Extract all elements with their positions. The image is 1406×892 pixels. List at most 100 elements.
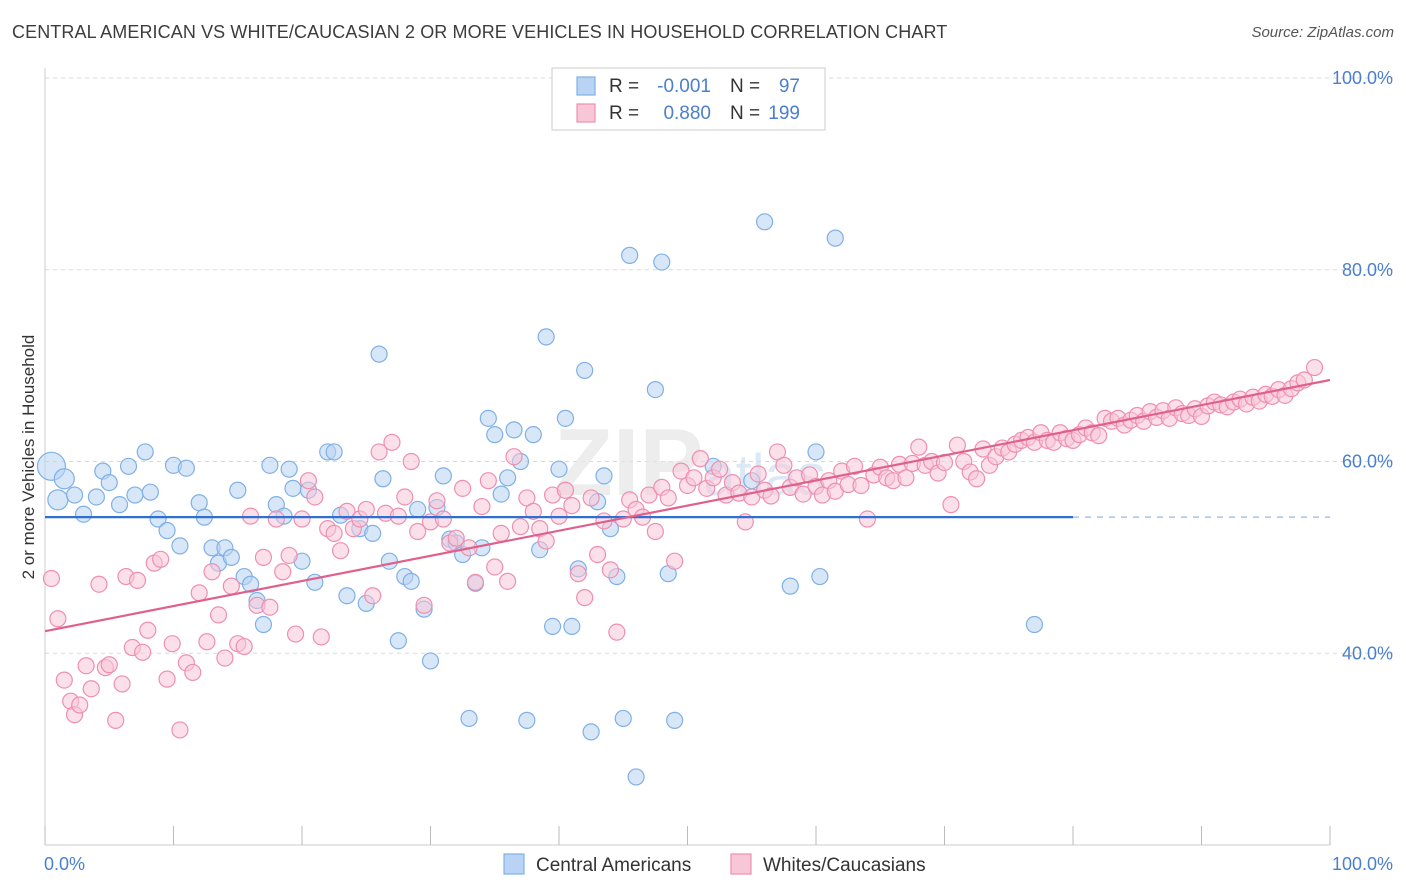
data-point <box>556 409 575 427</box>
data-point <box>755 213 774 231</box>
data-point <box>563 617 581 636</box>
data-point <box>184 663 202 682</box>
legend-n-value: 97 <box>779 76 800 97</box>
data-point <box>100 473 118 492</box>
data-point <box>479 409 497 427</box>
data-point <box>209 606 228 624</box>
data-point <box>286 625 305 643</box>
data-point <box>274 563 292 581</box>
data-point <box>524 426 542 444</box>
y-tick-label: 80.0% <box>1342 260 1393 280</box>
data-point <box>845 457 864 475</box>
data-point <box>396 488 414 506</box>
data-point <box>126 486 144 504</box>
legend-r-value: -0.001 <box>657 76 711 97</box>
grid-lines <box>45 77 1395 654</box>
data-point <box>370 443 388 461</box>
data-point <box>640 486 658 504</box>
data-point <box>409 522 427 541</box>
legend-n-value: 199 <box>768 103 800 124</box>
data-point <box>762 487 780 505</box>
data-point <box>550 460 568 478</box>
data-point <box>242 575 260 593</box>
data-point <box>152 550 170 568</box>
data-point <box>543 617 562 636</box>
data-point <box>486 426 504 444</box>
data-point <box>280 460 298 478</box>
data-point <box>55 671 73 689</box>
data-point <box>826 229 844 247</box>
y-tick-label: 40.0% <box>1342 643 1393 663</box>
data-point <box>149 510 167 528</box>
data-point <box>331 542 350 560</box>
y-tick-label: 100.0% <box>1332 68 1393 88</box>
legend-r-value: 0.880 <box>663 103 711 124</box>
data-point <box>646 522 664 541</box>
legend-n-label: N = <box>730 76 760 97</box>
data-point <box>299 472 318 490</box>
legend-frame <box>551 67 826 131</box>
data-point <box>659 489 677 507</box>
data-point <box>563 497 581 515</box>
data-point <box>306 488 324 506</box>
data-point <box>858 510 877 528</box>
data-point <box>158 670 176 688</box>
data-point <box>128 571 147 589</box>
bottom-legend-label: Central Americans <box>536 855 691 876</box>
data-point <box>601 561 620 579</box>
data-point <box>338 587 356 605</box>
x-tick-labels: 0.0% 100.0% <box>44 854 1393 874</box>
data-point <box>82 680 100 698</box>
data-point <box>113 675 131 693</box>
legend-swatch <box>576 103 596 123</box>
trend-lines <box>44 378 1331 633</box>
data-point <box>968 470 986 488</box>
data-point <box>428 492 446 510</box>
chart-title: CENTRAL AMERICAN VS WHITE/CAUCASIAN 2 OR… <box>12 22 948 42</box>
data-point <box>171 721 189 739</box>
data-point <box>473 497 491 516</box>
data-point <box>383 433 401 451</box>
data-point <box>267 510 285 528</box>
data-point <box>499 469 517 487</box>
data-point <box>499 572 517 590</box>
data-point <box>374 470 392 488</box>
data-point <box>74 505 93 523</box>
data-point <box>364 524 382 543</box>
data-point <box>222 577 240 595</box>
data-point <box>460 709 478 728</box>
y-axis-label: 2 or more Vehicles in Household <box>19 335 38 580</box>
data-point <box>492 485 510 503</box>
data-point <box>141 483 159 501</box>
data-point <box>222 548 240 566</box>
data-point <box>627 768 645 786</box>
data-point <box>357 500 375 519</box>
data-point <box>582 723 600 741</box>
data-point <box>1305 358 1324 377</box>
data-point <box>177 459 195 477</box>
data-point <box>434 467 452 485</box>
y-tick-label: 60.0% <box>1342 452 1393 472</box>
data-point <box>621 246 639 264</box>
bottom-legend-label: Whites/Caucasians <box>763 855 926 876</box>
data-point <box>749 465 767 483</box>
data-point <box>110 496 129 514</box>
data-point <box>608 623 626 641</box>
data-point <box>254 548 273 566</box>
data-point <box>518 711 536 729</box>
data-point <box>216 649 234 667</box>
y-tick-labels: 40.0% 60.0% 80.0% 100.0% <box>1332 68 1393 663</box>
source-credit: Source: ZipAtlas.com <box>1251 24 1394 41</box>
data-point <box>505 448 523 466</box>
data-point <box>338 502 356 520</box>
data-point <box>261 598 279 616</box>
data-point <box>71 696 89 714</box>
data-point <box>119 457 138 475</box>
trend-line <box>44 378 1331 633</box>
data-point <box>90 575 108 593</box>
bottom-legend-swatch <box>730 853 752 875</box>
data-point <box>576 361 594 380</box>
data-point <box>595 467 613 485</box>
legend: R = -0.001 N = 97 R = 0.880 N = 199 <box>551 67 826 131</box>
data-point <box>711 460 729 478</box>
